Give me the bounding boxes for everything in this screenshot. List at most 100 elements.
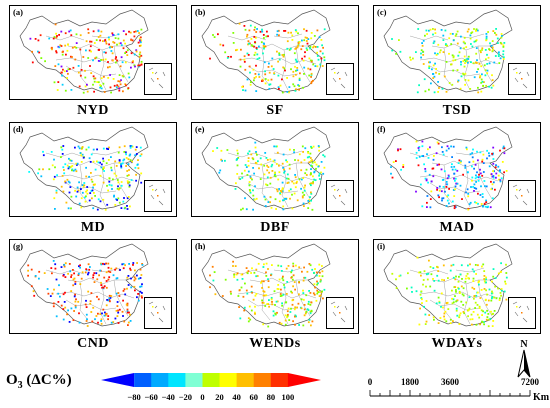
monitoring-site	[409, 59, 412, 61]
province-boundary	[261, 164, 271, 204]
monitoring-site	[312, 145, 315, 148]
monitoring-site	[294, 306, 297, 309]
monitoring-site	[456, 299, 459, 302]
monitoring-site	[252, 68, 255, 71]
monitoring-site	[64, 89, 67, 92]
monitoring-site	[60, 65, 63, 68]
monitoring-site	[243, 58, 246, 61]
monitoring-site	[419, 307, 421, 310]
monitoring-site	[454, 177, 457, 180]
monitoring-site	[445, 43, 447, 45]
monitoring-site	[125, 84, 127, 87]
monitoring-site	[453, 205, 456, 208]
monitoring-site	[479, 49, 482, 52]
monitoring-site	[261, 80, 263, 82]
monitoring-site	[114, 268, 116, 271]
monitoring-site	[89, 161, 92, 163]
monitoring-site	[307, 38, 310, 40]
legend-swatch	[185, 373, 203, 387]
monitoring-site	[262, 280, 265, 283]
monitoring-site	[108, 294, 111, 297]
monitoring-site	[319, 50, 322, 53]
monitoring-site	[78, 265, 80, 268]
monitoring-site	[419, 293, 422, 296]
monitoring-site	[441, 87, 444, 90]
monitoring-site	[485, 303, 488, 306]
monitoring-site	[319, 294, 322, 297]
monitoring-site	[79, 152, 82, 154]
monitoring-site	[321, 275, 324, 278]
monitoring-site	[267, 268, 269, 270]
monitoring-site	[303, 304, 306, 306]
monitoring-site	[126, 276, 129, 279]
monitoring-site	[221, 295, 224, 297]
monitoring-site	[467, 195, 470, 198]
monitoring-site	[313, 271, 315, 274]
monitoring-site	[89, 40, 91, 43]
monitoring-site	[249, 24, 252, 27]
monitoring-site	[247, 164, 250, 167]
monitoring-site	[493, 310, 496, 312]
monitoring-site	[124, 151, 127, 154]
monitoring-site	[241, 278, 244, 280]
monitoring-site	[447, 174, 450, 177]
monitoring-site	[476, 304, 479, 306]
panel-caption: DBF	[260, 220, 290, 235]
monitoring-site	[255, 90, 258, 92]
monitoring-site	[271, 264, 273, 266]
monitoring-site	[117, 151, 120, 154]
monitoring-site	[460, 264, 463, 267]
monitoring-site	[67, 309, 69, 312]
monitoring-site	[490, 188, 493, 191]
monitoring-site	[437, 91, 439, 93]
monitoring-site	[478, 307, 481, 309]
monitoring-site	[427, 148, 429, 151]
monitoring-site	[113, 195, 115, 198]
monitoring-site	[262, 302, 265, 304]
monitoring-site	[77, 272, 80, 275]
monitoring-site	[421, 145, 424, 148]
monitoring-site	[87, 263, 90, 266]
monitoring-site	[308, 202, 311, 205]
monitoring-site	[490, 310, 492, 313]
monitoring-site	[230, 292, 232, 295]
monitoring-site	[79, 48, 82, 51]
monitoring-site	[107, 315, 110, 317]
monitoring-site	[276, 190, 279, 193]
province-boundary	[65, 65, 117, 77]
monitoring-site	[456, 169, 459, 172]
monitoring-site	[281, 181, 284, 184]
monitoring-site	[140, 39, 143, 42]
monitoring-site	[492, 30, 495, 32]
monitoring-site	[468, 307, 471, 310]
monitoring-site	[92, 274, 95, 276]
monitoring-site	[71, 56, 73, 58]
monitoring-site	[427, 272, 430, 275]
monitoring-site	[304, 312, 307, 315]
monitoring-site	[283, 30, 285, 32]
monitoring-site	[406, 287, 408, 290]
monitoring-site	[65, 201, 68, 204]
monitoring-site	[115, 267, 118, 270]
monitoring-site	[109, 300, 111, 303]
monitoring-site	[300, 187, 302, 190]
monitoring-site	[302, 324, 305, 327]
country-outline	[383, 243, 513, 327]
monitoring-site	[38, 270, 41, 273]
monitoring-site	[483, 323, 485, 326]
panel-caption: SF	[266, 103, 284, 118]
monitoring-site	[51, 272, 53, 275]
monitoring-site	[265, 275, 268, 277]
monitoring-site	[439, 51, 441, 54]
monitoring-site	[67, 180, 70, 183]
monitoring-site	[318, 149, 320, 152]
monitoring-site	[302, 86, 304, 89]
monitoring-site	[441, 151, 444, 153]
monitoring-site	[309, 68, 312, 71]
map-panel: (g)	[9, 239, 177, 334]
monitoring-site	[282, 293, 285, 296]
monitoring-site	[425, 300, 428, 302]
monitoring-site	[316, 46, 319, 48]
monitoring-site	[281, 190, 284, 193]
monitoring-site	[130, 66, 132, 69]
